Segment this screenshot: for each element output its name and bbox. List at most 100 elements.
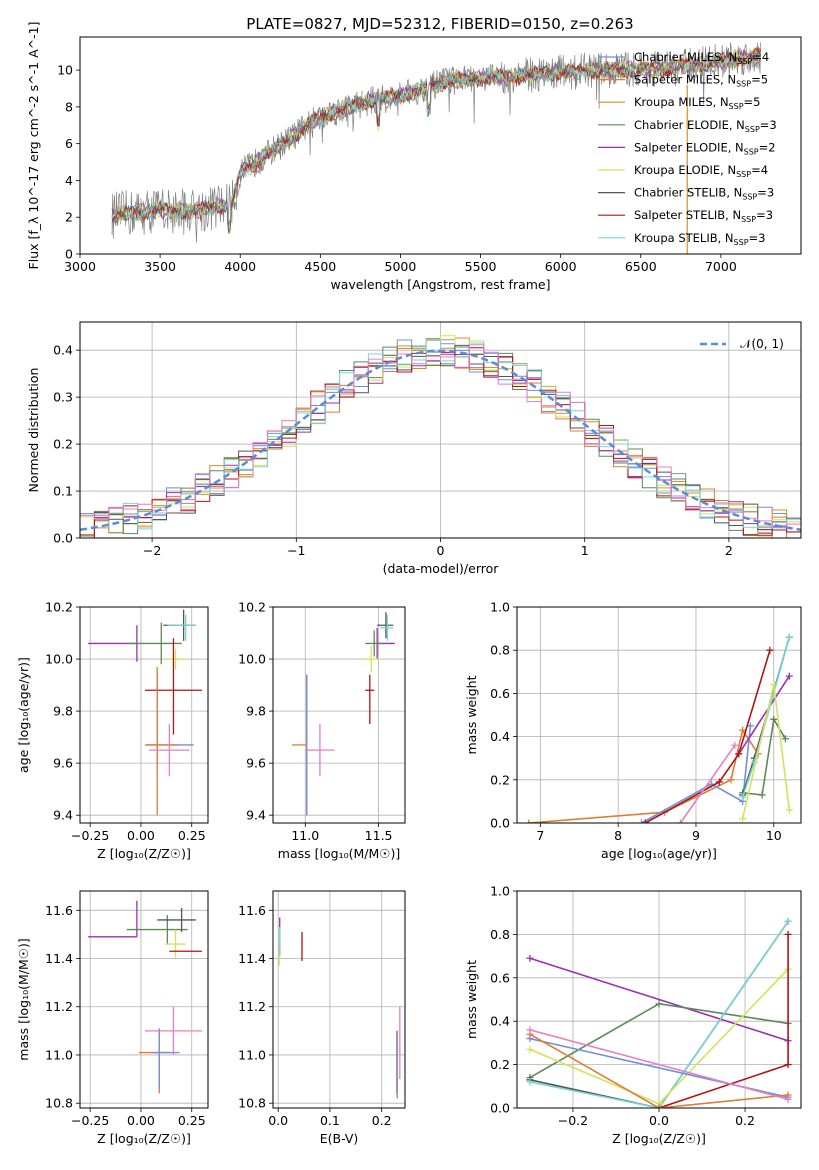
y-tick-label: 11.4 — [238, 951, 266, 966]
legend-count: =5 — [751, 73, 768, 87]
line-pink — [529, 1029, 789, 1101]
marker — [676, 819, 684, 823]
marker — [784, 1061, 792, 1069]
y-axis-label: mass [log₁₀(M/M☉)] — [16, 938, 31, 1060]
x-tick-label: −0.25 — [71, 1113, 109, 1128]
plot-area — [292, 612, 395, 816]
x-axis-label: Z [log₁₀(Z/Z☉)] — [612, 1131, 706, 1146]
x-tick-label: −0.2 — [558, 1113, 588, 1128]
y-tick-label: 0.8 — [490, 643, 510, 658]
x-tick-label: 2 — [725, 543, 733, 558]
marker — [526, 1045, 534, 1053]
y-tick-label: 0 — [65, 247, 73, 262]
x-tick-label: 11.5 — [365, 828, 393, 843]
marker — [641, 819, 649, 823]
line-chab_miles — [641, 725, 752, 823]
plot-area — [526, 917, 792, 1108]
y-tick-label: 0.0 — [490, 1101, 510, 1116]
y-tick-label: 1.0 — [490, 600, 510, 615]
y-tick-label: 11.2 — [45, 999, 73, 1014]
x-axis-label: Z [log₁₀(Z/Z☉)] — [97, 1131, 191, 1146]
legend-label: Kroupa STELIB, NSSP=3 — [634, 231, 765, 247]
plot-area — [88, 609, 202, 816]
model-spectrum-salp_elodie — [111, 49, 762, 234]
marker — [781, 735, 789, 743]
weight-vs-age-panel: 7 8 9 10 0.0 0.2 0.4 0.6 0.8 1.0 age [log₁₀(age/yr… — [464, 600, 802, 861]
y-tick-label: 0.0 — [490, 816, 510, 831]
y-tick-label: 10.2 — [45, 600, 73, 615]
y-tick-label: 0.4 — [490, 729, 510, 744]
marker — [746, 722, 754, 730]
marker — [785, 806, 793, 814]
x-tick-label: 0.25 — [178, 1113, 206, 1128]
residuals-panel: −2 −1 0 1 2 0.0 0.1 0.2 0.3 0.4 (data-model)/error… — [26, 321, 802, 576]
x-axis-label: Z [log₁₀(Z/Z☉)] — [97, 846, 191, 861]
y-tick-label: 10.0 — [45, 652, 73, 667]
legend-label: 𝒩(0, 1) — [740, 337, 784, 351]
marker — [727, 776, 735, 784]
y-axis-label: Flux [f_λ 10^-17 erg cm^-2 s^-1 A^-1] — [26, 22, 41, 270]
y-tick-label: 8 — [65, 99, 73, 114]
subscript: SSP — [737, 57, 752, 66]
model-spectrum-krou_stelib — [111, 48, 762, 226]
y-tick-label: 9.8 — [246, 704, 266, 719]
x-axis-label: age [log₁₀(age/yr)] — [601, 846, 717, 861]
marker — [784, 930, 792, 938]
x-tick-label: 0.00 — [127, 828, 155, 843]
marker — [739, 726, 747, 734]
plot-area — [88, 900, 202, 1094]
x-tick-label: 3500 — [144, 259, 176, 274]
x-axis-label: wavelength [Angstrom, rest frame] — [330, 277, 550, 292]
y-tick-label: 0.1 — [53, 484, 73, 499]
age-vs-metallicity-panel: −0.25 0.00 0.25 9.4 9.6 9.8 10.0 10.2 Z [log₁₀(Z… — [16, 600, 209, 861]
line-salp_miles — [529, 1033, 789, 1108]
y-tick-label: 0.8 — [490, 927, 510, 942]
legend-count: =5 — [744, 95, 761, 109]
axes-frame — [516, 890, 802, 1109]
marker — [758, 791, 766, 799]
x-tick-label: 3000 — [64, 259, 96, 274]
spectrum-title: PLATE=0827, MJD=52312, FIBERID=0150, z=0… — [246, 15, 633, 33]
marker — [637, 819, 645, 823]
marker — [731, 741, 739, 749]
y-tick-label: 6 — [65, 136, 73, 151]
x-tick-label: 4500 — [304, 259, 336, 274]
x-tick-label: 0.2 — [735, 1113, 755, 1128]
x-tick-label: 4000 — [224, 259, 256, 274]
x-tick-label: 0.0 — [268, 1113, 288, 1128]
y-tick-label: 9.4 — [246, 808, 266, 823]
legend-label: Salpeter ELODIE, NSSP=2 — [634, 140, 776, 156]
legend-count: =3 — [760, 118, 777, 132]
y-tick-label: 0.3 — [53, 390, 73, 405]
legend-label: Chabrier ELODIE, NSSP=3 — [634, 118, 777, 134]
y-tick-label: 9.8 — [53, 704, 73, 719]
legend-label: Chabrier MILES, NSSP=4 — [634, 50, 769, 66]
x-tick-label: −0.25 — [71, 828, 109, 843]
y-tick-label: 11.6 — [238, 903, 266, 918]
marker — [526, 1078, 534, 1086]
y-tick-label: 0.2 — [490, 772, 510, 787]
marker — [784, 917, 792, 925]
subscript: SSP — [729, 102, 744, 111]
x-tick-label: 0 — [437, 543, 445, 558]
legend-count: =3 — [749, 231, 766, 245]
plot-area — [80, 335, 801, 538]
x-axis-label: E(B-V) — [320, 1131, 359, 1146]
y-tick-label: 11.0 — [45, 1047, 73, 1062]
x-tick-label: 6500 — [625, 259, 657, 274]
line-pink — [679, 744, 736, 823]
y-tick-label: 11.0 — [238, 1047, 266, 1062]
axes-frame — [79, 606, 209, 824]
subscript: SSP — [744, 147, 759, 156]
legend-label: Chabrier STELIB, NSSP=3 — [634, 186, 774, 202]
line-salp_elodie — [738, 675, 790, 755]
y-tick-label: 10.2 — [238, 600, 266, 615]
x-tick-label: 7000 — [705, 259, 737, 274]
gaussian-curve — [80, 349, 801, 532]
y-tick-label: 0.0 — [53, 531, 73, 546]
x-axis-label: mass [log₁₀(M/M☉)] — [278, 846, 400, 861]
marker — [770, 715, 778, 723]
x-tick-label: 1 — [581, 543, 589, 558]
x-tick-label: 0.0 — [649, 1113, 669, 1128]
marker — [770, 681, 778, 689]
